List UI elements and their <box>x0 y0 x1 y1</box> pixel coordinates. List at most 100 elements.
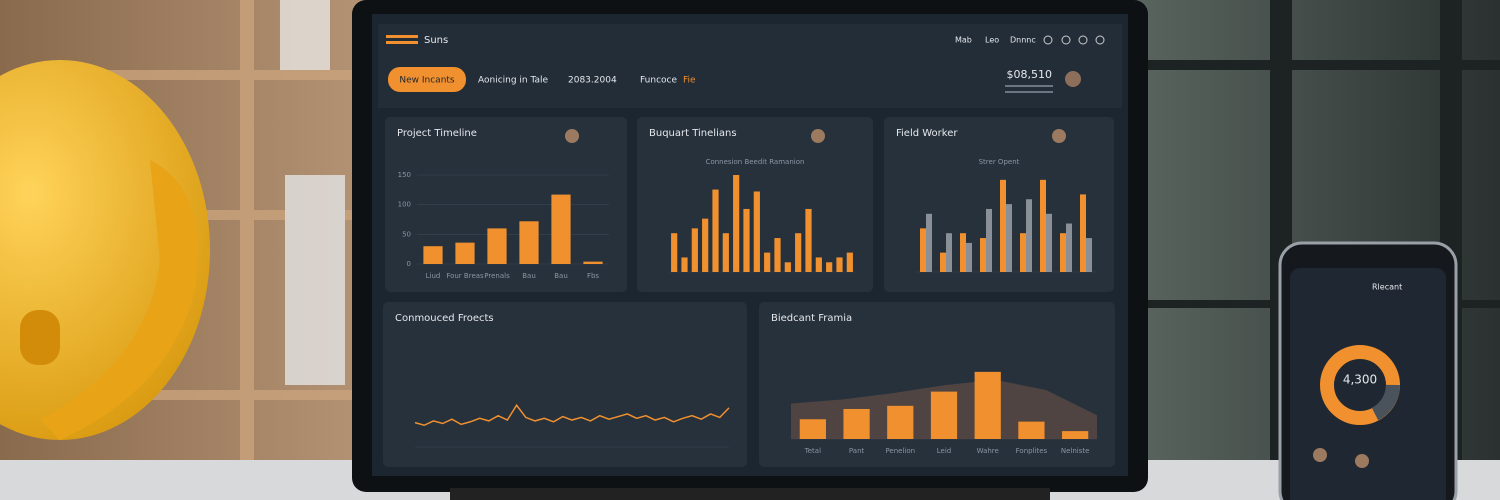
bar <box>846 252 853 272</box>
x-tick-label: Penelion <box>885 447 915 455</box>
bar <box>733 175 740 272</box>
shelves <box>60 0 360 470</box>
x-tick-label: Pant <box>849 447 865 455</box>
bar <box>519 221 539 264</box>
x-tick-label: Bau <box>522 272 536 280</box>
y-tick-label: 0 <box>407 260 411 268</box>
bar <box>799 419 826 439</box>
bar <box>702 218 709 272</box>
nav-item[interactable]: Dnnnc <box>1010 36 1036 45</box>
bar <box>784 262 791 272</box>
bar <box>795 233 802 272</box>
bar <box>681 257 688 272</box>
phone-title: Rlecant <box>1372 283 1402 292</box>
bar <box>960 233 966 272</box>
phone-screen <box>1290 268 1446 500</box>
panel-title: Field Worker <box>896 128 958 139</box>
bar <box>836 257 843 272</box>
bar <box>843 408 870 439</box>
amount: $08,510 <box>1007 68 1053 81</box>
bar <box>1046 213 1052 272</box>
bar <box>930 391 958 439</box>
tab[interactable]: New Incants <box>399 76 455 86</box>
bar <box>774 238 781 272</box>
y-tick-label: 50 <box>402 230 411 238</box>
bar <box>1020 233 1026 272</box>
x-tick-label: Liud <box>426 272 441 280</box>
x-tick-label: Prenals <box>484 272 510 280</box>
tab[interactable]: 2083.2004 <box>568 76 617 86</box>
bar <box>753 191 760 272</box>
nav-item[interactable]: Mab <box>955 36 972 45</box>
tab[interactable]: Aonicing in Tale <box>478 76 549 86</box>
x-tick-label: Fbs <box>587 272 599 280</box>
bar <box>691 228 698 272</box>
bar <box>551 194 571 264</box>
bar <box>946 233 952 272</box>
y-tick-label: 150 <box>398 171 411 179</box>
avatar <box>1052 129 1066 143</box>
tab-active[interactable] <box>388 67 466 92</box>
bar <box>966 242 972 272</box>
y-tick-label: 100 <box>398 201 411 209</box>
panel-title: Conmouced Froects <box>395 313 494 324</box>
bar <box>920 228 926 272</box>
tab[interactable]: Funcoce <box>640 76 677 86</box>
bar <box>986 208 992 272</box>
bar <box>743 208 750 272</box>
bar <box>974 371 1001 439</box>
bar <box>423 246 443 264</box>
bar <box>1026 199 1032 272</box>
bar <box>805 208 812 272</box>
bar <box>1060 233 1066 272</box>
bar <box>887 405 914 439</box>
avatar <box>1355 454 1369 468</box>
bar <box>1006 204 1012 272</box>
x-tick-label: Nelniste <box>1061 447 1090 455</box>
bar <box>722 233 729 272</box>
panel <box>383 302 747 467</box>
helmet <box>0 60 210 440</box>
bar <box>671 233 678 272</box>
x-tick-label: Wahre <box>977 447 999 455</box>
donut-value: 4,300 <box>1343 373 1377 387</box>
header-bar: Suns Mab Leo Dnnnc New Incants Aonicing … <box>378 24 1122 108</box>
bar <box>764 252 771 272</box>
bar <box>980 238 986 272</box>
x-tick-label: Leid <box>937 447 951 455</box>
bar <box>926 213 932 272</box>
panel-subtitle: Strer Opent <box>979 158 1020 166</box>
panel-subtitle: Connesion Beedit Ramanion <box>706 158 805 166</box>
x-tick-label: Fonplites <box>1016 447 1048 455</box>
bar <box>1000 179 1006 272</box>
bar <box>1066 223 1072 272</box>
donut-gap <box>1371 384 1400 421</box>
panel-title: Project Timeline <box>397 128 477 139</box>
bar <box>1080 194 1086 272</box>
avatar <box>811 129 825 143</box>
nav-item[interactable]: Leo <box>985 36 999 45</box>
bar <box>583 261 603 264</box>
bar <box>826 262 833 272</box>
panel <box>884 117 1114 292</box>
tab-accent[interactable]: Fie <box>683 76 696 86</box>
bar <box>712 189 719 272</box>
bar <box>1086 238 1092 272</box>
x-tick-label: Tetal <box>804 447 821 455</box>
bar <box>455 242 475 264</box>
bar <box>1018 421 1045 439</box>
avatar <box>565 129 579 143</box>
logo: Suns <box>424 35 448 46</box>
avatar <box>1313 448 1327 462</box>
line <box>414 403 730 427</box>
x-tick-label: Bau <box>554 272 568 280</box>
bar <box>487 228 507 264</box>
bar <box>1062 431 1089 439</box>
bar <box>1040 179 1046 272</box>
panel-title: Biedcant Framia <box>771 313 852 324</box>
panel-title: Buquart Tinelians <box>649 128 737 139</box>
x-tick-label: Four Breas <box>446 272 484 280</box>
panel <box>759 302 1115 467</box>
bar <box>940 252 946 272</box>
